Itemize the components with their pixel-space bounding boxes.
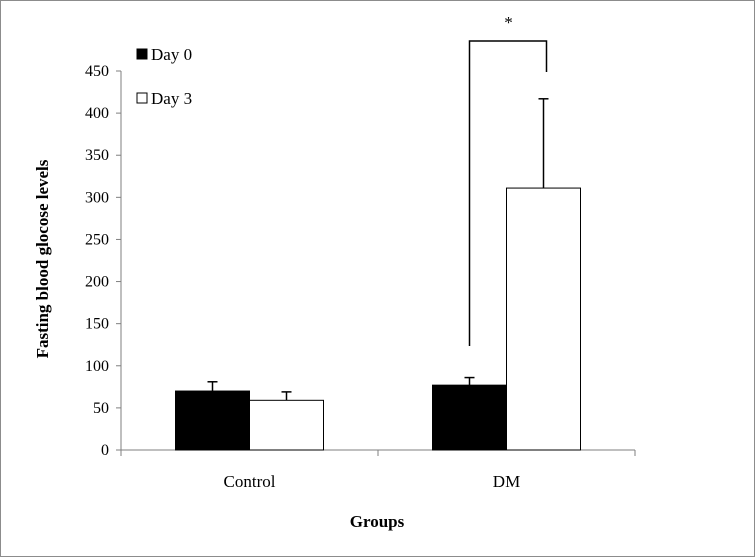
legend-label: Day 0	[151, 45, 192, 64]
axes: 0 50 100 150 200 250 300 350 400 450 Control DM	[85, 63, 636, 491]
x-tick-label: Control	[224, 472, 276, 491]
legend-swatch	[136, 92, 148, 104]
y-tick-label: 150	[85, 316, 109, 333]
y-tick-label: 250	[85, 231, 109, 248]
significance-label: *	[504, 13, 513, 32]
y-tick-label: 100	[85, 358, 109, 375]
y-tick-label: 400	[85, 105, 109, 122]
y-axis-title: Fasting blood glocose levels	[33, 159, 52, 358]
y-tick-label: 300	[85, 189, 109, 206]
x-tick-label: DM	[493, 472, 520, 491]
bar	[432, 384, 507, 451]
y-tick-label: 50	[93, 400, 109, 417]
y-tick-label: 350	[85, 147, 109, 164]
bars	[175, 187, 581, 451]
y-tick-label: 0	[101, 442, 109, 459]
x-axis-title: Groups	[350, 512, 405, 531]
legend: Day 0 Day 3	[136, 45, 192, 108]
bar	[249, 399, 324, 451]
error-bars	[207, 98, 549, 401]
legend-label: Day 3	[151, 89, 192, 108]
significance-line	[468, 40, 548, 346]
significance-bracket: *	[468, 13, 548, 346]
y-tick-label: 200	[85, 274, 109, 291]
bar	[175, 390, 250, 451]
y-tick-label: 450	[85, 63, 109, 80]
bar	[506, 187, 581, 451]
legend-swatch	[136, 48, 148, 60]
